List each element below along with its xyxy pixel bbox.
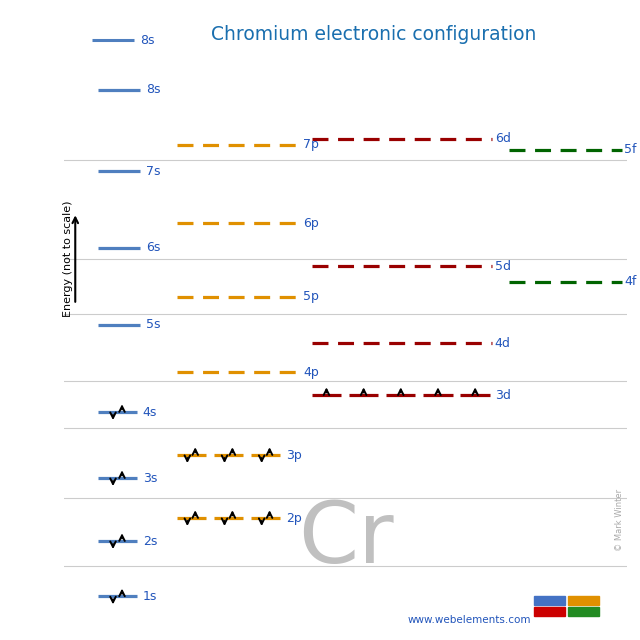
Text: 2s: 2s — [143, 534, 157, 548]
Text: 6p: 6p — [303, 217, 319, 230]
Text: 3d: 3d — [495, 388, 511, 402]
Text: © Mark Winter: © Mark Winter — [616, 488, 625, 551]
Text: 4s: 4s — [143, 406, 157, 419]
Text: 8s: 8s — [146, 83, 160, 96]
Text: 7p: 7p — [303, 138, 319, 152]
Bar — [568, 607, 599, 616]
Text: 6s: 6s — [146, 241, 160, 254]
Text: 2p: 2p — [286, 511, 301, 525]
Bar — [534, 607, 565, 616]
Text: 3s: 3s — [143, 472, 157, 484]
Bar — [534, 596, 565, 605]
Text: 8s: 8s — [140, 34, 154, 47]
Text: 4p: 4p — [303, 365, 319, 379]
Text: Energy (not to scale): Energy (not to scale) — [63, 200, 73, 317]
Text: 5s: 5s — [146, 318, 160, 331]
Bar — [568, 596, 599, 605]
Text: www.webelements.com: www.webelements.com — [408, 614, 531, 625]
Text: 4d: 4d — [495, 337, 511, 349]
Text: Chromium electronic configuration: Chromium electronic configuration — [211, 25, 536, 44]
Text: 6d: 6d — [495, 132, 511, 145]
Text: 3p: 3p — [286, 449, 301, 461]
Text: 5p: 5p — [303, 291, 319, 303]
Text: 5f: 5f — [625, 143, 637, 156]
Text: 5d: 5d — [495, 260, 511, 273]
Text: 7s: 7s — [146, 164, 160, 177]
Text: 4f: 4f — [625, 275, 637, 288]
Text: 1s: 1s — [143, 590, 157, 603]
Text: Cr: Cr — [298, 498, 394, 581]
